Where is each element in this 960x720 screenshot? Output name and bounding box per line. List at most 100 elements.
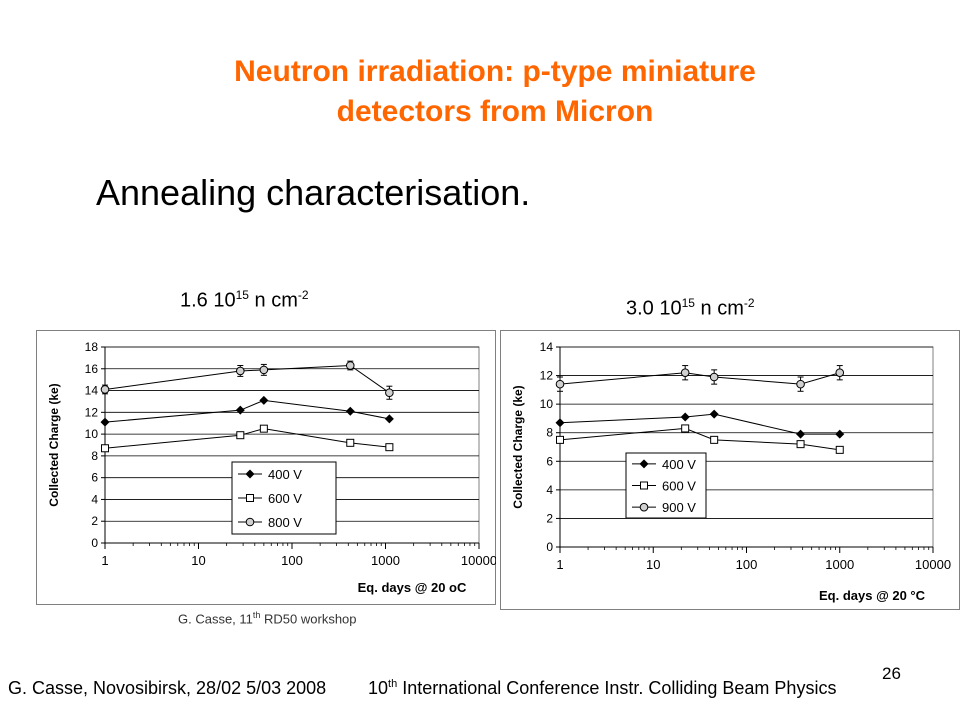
chart2-x-tick-label: 10 [646,557,660,572]
footer-right-sup: th [388,678,398,690]
chart1-x-tick-label: 100 [281,553,303,568]
chart2-data-point [796,440,805,449]
chart2-data-point [555,418,565,428]
chart1-data-point [259,424,268,433]
chart1-y-tick-label: 16 [85,362,99,376]
chart1-y-axis-label: Collected Charge (ke) [47,383,61,506]
chart1-y-tick-label: 12 [85,405,99,419]
chart1-y-tick-label: 14 [85,384,99,398]
chart2-flux-exponent: 15 [681,296,695,310]
chart1-legend-marker [245,469,255,479]
chart1-x-tick-label: 1000 [371,553,400,568]
chart1-x-tick-label: 10000 [461,553,496,568]
footer-right: 10th International Conference Instr. Col… [368,678,836,699]
chart1-data-point [235,405,245,415]
chart2-data-point [835,368,845,378]
chart1-series-2 [101,424,394,453]
slide-title: Neutron irradiation: p-type miniature de… [0,52,960,132]
chart2-y-tick-label: 2 [546,511,553,525]
chart1-series-3 [100,360,394,400]
chart1-series-1 [100,395,394,427]
chart2-legend-marker [640,481,648,490]
chart1-flux-prefix: 1.6 10 [180,289,236,312]
chart2-flux-prefix: 3.0 10 [626,297,682,320]
chart2-x-tick-label: 1000 [825,557,854,572]
chart1-y-tick-label: 10 [85,427,99,441]
chart2-legend-marker [639,502,649,512]
chart2-data-point [680,368,690,378]
chart1-x-axis-label: Eq. days @ 20 oC [358,580,467,595]
chart2-data-point [796,429,806,439]
chart2-y-tick-label: 4 [546,483,553,497]
chart1-y-tick-label: 2 [91,514,98,528]
chart2-y-tick-label: 10 [540,397,554,411]
chart2-x-tick-label: 100 [736,557,758,572]
chart2-y-tick-label: 6 [546,454,553,468]
chart1-data-point [100,417,110,427]
chart2-frame [500,330,960,610]
chart1-data-point [385,388,394,398]
chart2-data-point [556,435,564,444]
chart1-data-point [101,444,109,453]
chart2-data-point [710,435,719,444]
chart2-data-point [796,379,805,389]
chart2-legend-label: 400 V [662,457,696,472]
page-number: 26 [882,664,901,683]
chart2-y-tick-label: 0 [546,540,553,554]
chart1-legend-label: 800 V [268,515,302,530]
slide-subtitle: Annealing characterisation. [96,172,531,213]
chart2-x-axis-label: Eq. days @ 20 °C [819,588,926,603]
chart2-flux-unit-exponent: -2 [743,296,755,310]
credit-text1: G. Casse, 11 [178,611,253,627]
chart2-flux-label: 3.0 1015 n cm-2 [626,296,755,321]
credit-sup: th [252,610,261,620]
chart2-y-tick-label: 14 [540,340,554,354]
chart2-y-tick-label: 8 [546,426,553,440]
chart2-y-axis-label: Collected Charge (ke) [511,385,525,508]
source-credit: G. Casse, 11th RD50 workshop [178,610,357,626]
chart1-legend-marker [246,494,254,502]
chart1-flux-unit: n cm [248,289,298,312]
chart-1: 0 2 4 6 8 10 12 14 16 18 1 10 100 1000 10000 Collected … [36,330,496,605]
chart1-x-tick-label: 1 [101,553,108,568]
chart2-legend: 400 V 600 V 900 V [625,452,707,519]
chart1-legend-marker [245,517,255,527]
chart2-data-point [835,429,845,439]
chart1-y-tick-label: 4 [91,492,98,506]
chart1-y-tick-label: 6 [91,471,98,485]
chart1-legend-label: 600 V [268,491,302,506]
chart1-y-tick-label: 8 [91,449,98,463]
chart2-series-2 [556,424,844,454]
chart1-data-point [346,438,355,447]
chart2-series-3 [555,365,845,392]
footer-right-pre: 10 [368,678,389,698]
slide-title-line1: Neutron irradiation: p-type miniature [234,55,756,88]
chart1-x-tick-label: 10 [191,553,205,568]
chart1-flux-label: 1.6 1015 n cm-2 [180,288,309,313]
chart1-data-point [385,443,394,452]
chart1-legend: 400 V 600 V 800 V [231,461,337,535]
chart1-flux-unit-exponent: -2 [297,288,309,302]
chart2-data-point [681,424,690,433]
footer-left: G. Casse, Novosibirsk, 28/02 5/03 2008 [8,678,327,698]
chart2-flux-unit: n cm [694,297,744,320]
chart1-data-point [345,361,355,370]
chart-2: 0 2 4 6 8 10 12 14 1 10 100 1000 10000 Collected Char… [500,330,960,610]
chart2-data-point [555,379,565,389]
chart1-flux-exponent: 15 [235,288,249,302]
chart1-y-tick-label: 0 [91,536,98,550]
chart2-legend-label: 600 V [662,479,696,494]
chart1-data-point [259,395,269,405]
chart2-y-tick-label: 12 [540,369,554,383]
chart1-data-point [236,431,245,440]
chart2-x-tick-label: 1 [556,557,563,572]
chart2-x-tick-label: 10000 [915,557,951,572]
slide-title-line2: detectors from Micron [336,95,654,128]
chart1-data-point [236,366,245,376]
chart2-legend-label: 900 V [662,500,696,515]
chart2-data-point [680,412,690,422]
chart2-data-point [835,445,844,454]
chart2-series-1 [555,409,845,439]
chart2-data-point [709,409,719,419]
chart1-data-point [259,365,269,375]
